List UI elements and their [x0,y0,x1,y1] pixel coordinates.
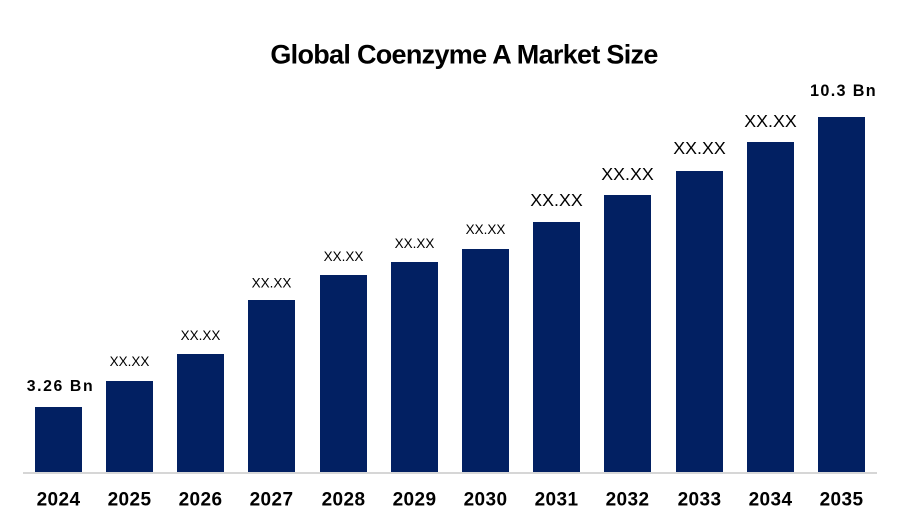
svg-text:2024: 2024 [37,490,81,511]
svg-text:XX.XX: XX.XX [395,236,435,251]
svg-text:XX.XX: XX.XX [673,138,726,158]
svg-text:XX.XX: XX.XX [466,222,506,237]
svg-text:2033: 2033 [678,490,722,511]
svg-text:2028: 2028 [322,490,366,511]
svg-text:XX.XX: XX.XX [181,328,221,343]
svg-text:XX.XX: XX.XX [324,249,364,264]
svg-text:Global Coenzyme A Market Size: Global Coenzyme A Market Size [270,40,658,70]
svg-text:2026: 2026 [179,490,223,511]
svg-text:2032: 2032 [606,490,650,511]
svg-text:2034: 2034 [749,490,793,511]
svg-text:2030: 2030 [464,490,508,511]
svg-text:XX.XX: XX.XX [601,164,654,184]
svg-text:2035: 2035 [820,490,864,511]
svg-text:2029: 2029 [393,490,437,511]
svg-text:XX.XX: XX.XX [252,276,292,291]
svg-text:XX.XX: XX.XX [530,190,583,210]
svg-text:2031: 2031 [535,490,579,511]
svg-text:2025: 2025 [108,490,152,511]
svg-text:XX.XX: XX.XX [744,111,797,131]
svg-text:2027: 2027 [250,490,294,511]
svg-text:10.3 Bn: 10.3 Bn [810,82,877,100]
svg-text:XX.XX: XX.XX [110,354,150,369]
svg-text:3.26 Bn: 3.26 Bn [27,378,94,395]
